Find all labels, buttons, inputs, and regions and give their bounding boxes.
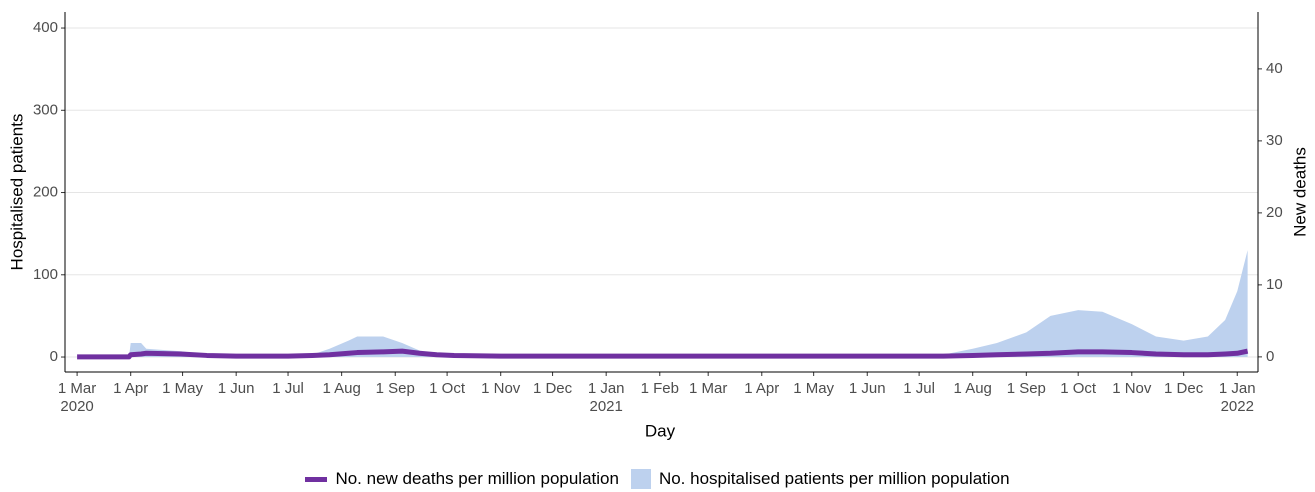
y-tick-label: 200 [33,184,58,201]
x-tick-label: 1 Dec [532,380,573,397]
legend-label: No. new deaths per million population [335,469,619,488]
x-tick-label: 1 Oct [1060,380,1097,397]
x-tick-label: 1 Mar [689,380,728,397]
x-tick-label: 1 Jun [217,380,255,397]
y-tick-label: 0 [50,348,58,365]
x-tick-label: 1 Jan 2022 [1218,380,1256,415]
y2-tick-label: 40 [1266,60,1283,77]
legend-item: No. new deaths per million population [305,469,619,489]
x-tick-label: 1 Apr [113,380,149,397]
y2-tick-label: 0 [1266,348,1274,365]
x-tick-label: 1 May [793,380,835,397]
x-tick-label: 1 Dec [1164,380,1204,397]
x-tick-label: 1 Jun [848,380,886,397]
y2-axis-title: New deaths [1290,147,1309,237]
x-tick-label: 1 Aug [322,380,361,397]
line [77,348,1249,360]
x-tick-label: 1 May [162,380,203,397]
legend: No. new deaths per million population No.… [0,469,1315,489]
y-tick-label: 400 [33,19,58,36]
x-tick-label: 1 Sep [1006,380,1046,397]
x-tick-label: 1 Sep [375,380,415,397]
area [77,250,1248,358]
y-axis-title: Hospitalised patients [7,114,26,271]
y-tick-label: 100 [33,266,58,283]
x-tick-label: 1 Nov [1112,380,1152,397]
x-tick-label: 1 Jul [903,380,935,397]
y2-tick-label: 30 [1266,132,1283,149]
legend-swatch [630,469,651,489]
x-axis-title: Day [645,421,676,440]
x-tick-label: 1 Oct [429,380,466,397]
x-tick-label: 1 Mar 2020 [57,380,97,415]
legend-item: No. hospitalised patients per million po… [630,469,1010,489]
legend-swatch [305,476,328,482]
x-tick-label: 1 Feb [640,380,679,397]
x-tick-label: 1 Apr [744,380,780,397]
x-tick-label: 1 Aug [953,380,992,397]
y2-tick-label: 20 [1266,204,1283,221]
y2-tick-label: 10 [1266,276,1283,293]
y-tick-label: 300 [33,101,58,118]
x-tick-label: 1 Nov [481,380,521,397]
legend-label: No. hospitalised patients per million po… [658,469,1010,488]
x-tick-label: 1 Jul [272,380,304,397]
x-tick-label: 1 Jan 2021 [587,380,625,415]
